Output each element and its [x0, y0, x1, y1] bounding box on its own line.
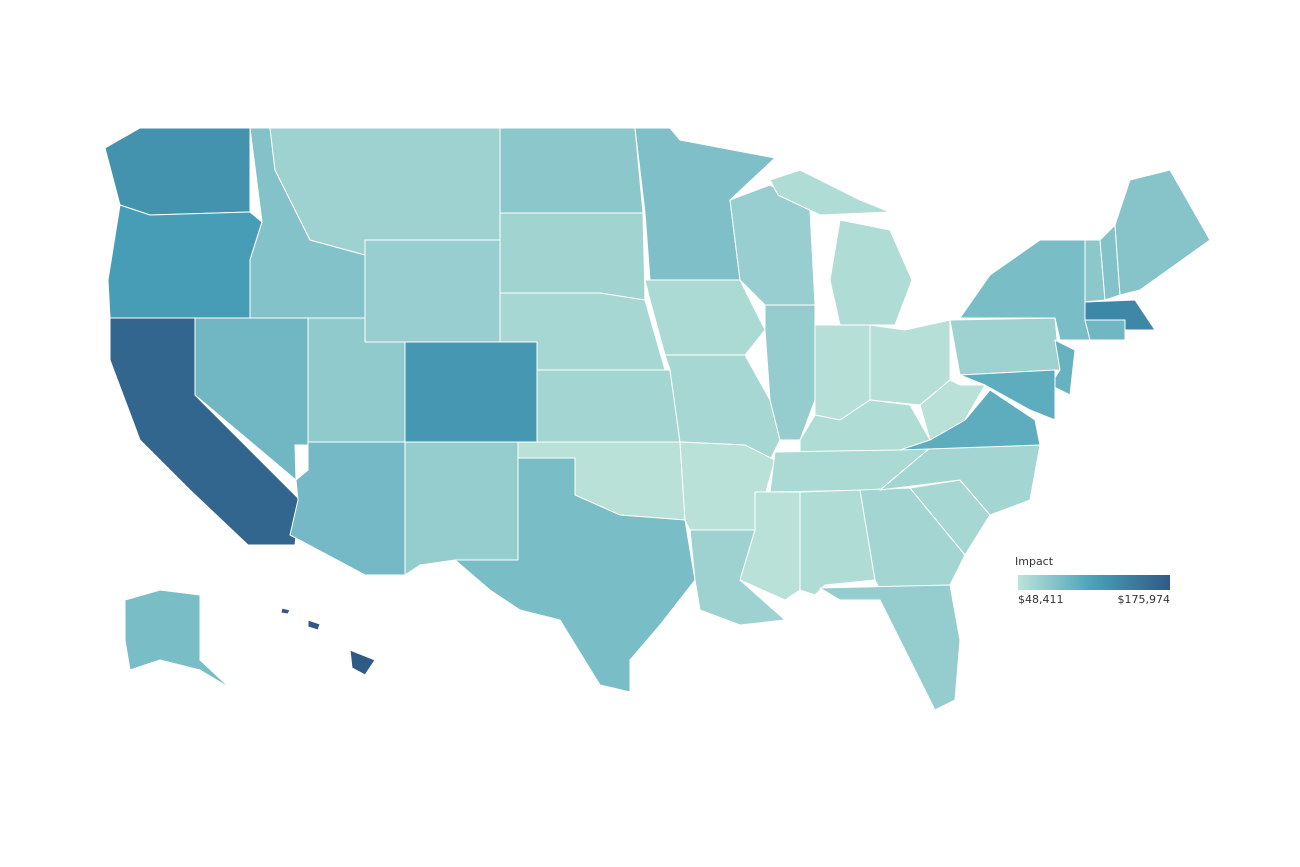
states — [104, 127, 1211, 711]
state — [107, 204, 263, 319]
state — [1114, 169, 1211, 296]
state — [769, 169, 913, 326]
state — [280, 607, 376, 676]
state — [404, 441, 519, 576]
state — [124, 589, 231, 689]
state — [1049, 339, 1076, 396]
state — [404, 341, 538, 443]
state — [959, 369, 1056, 421]
state — [949, 317, 1061, 376]
legend-title: Impact — [1015, 555, 1054, 568]
state — [1084, 319, 1126, 341]
state — [499, 127, 644, 214]
state — [1084, 299, 1156, 331]
state — [364, 239, 501, 343]
state — [499, 212, 646, 301]
state — [644, 279, 766, 356]
legend-gradient — [1018, 575, 1170, 590]
state — [764, 304, 816, 441]
state — [289, 441, 406, 576]
legend-max-label: $175,974 — [1118, 593, 1171, 606]
state — [819, 584, 961, 711]
state — [536, 369, 681, 443]
legend: Impact $48,411 $175,974 — [1015, 555, 1170, 606]
legend-min-label: $48,411 — [1018, 593, 1064, 606]
state — [454, 457, 696, 693]
state — [104, 127, 251, 216]
